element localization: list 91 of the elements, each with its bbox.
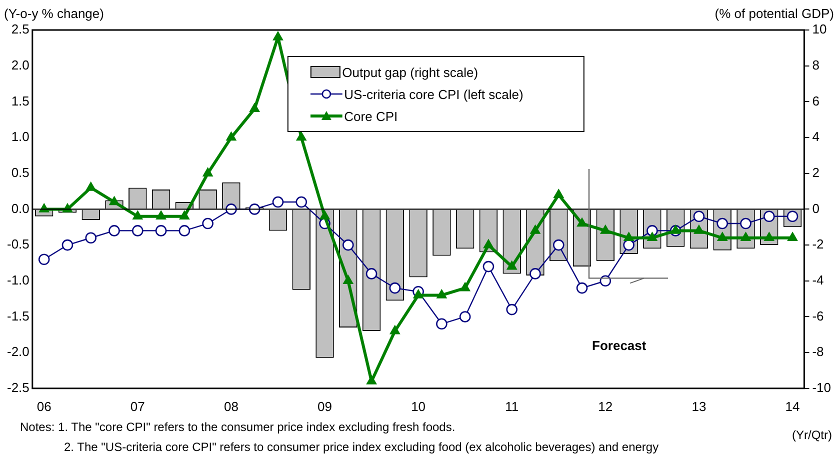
point [272, 32, 283, 40]
point [576, 282, 588, 294]
y-tick-label: -2.0 [6, 344, 30, 360]
point [530, 268, 541, 280]
point [390, 325, 400, 334]
x-axis-title: (Yr/Qtr) [792, 428, 832, 442]
point [202, 168, 213, 177]
point [62, 239, 74, 251]
y2-tick-label: 4 [812, 129, 820, 144]
point [85, 232, 97, 244]
y-axis-title: (Y-o-y % change) [4, 6, 104, 21]
annotation: Forecast [592, 338, 646, 354]
legend-label: Core CPI [344, 108, 398, 124]
point [226, 132, 236, 141]
y2-tick-label: 10 [812, 22, 827, 37]
point [764, 232, 774, 242]
y-tick-label: 0.5 [11, 164, 30, 180]
legend-label: Output gap (right scale) [342, 64, 478, 80]
point [366, 376, 377, 384]
point [483, 239, 494, 248]
point [530, 225, 540, 234]
y2-tick-label: 2 [812, 164, 820, 180]
point [86, 182, 96, 191]
y2-tick-label: -2 [812, 236, 824, 252]
point [482, 260, 494, 272]
text: 2. The "US-criteria core CPI" refers to consumer price index excluding food (ex alcoholic beverages) and energy [64, 440, 659, 454]
x-tick-label: 08 [224, 398, 238, 414]
point [389, 282, 401, 294]
x-tick-label: 13 [692, 398, 706, 414]
point [740, 232, 751, 242]
point [436, 290, 447, 298]
point [155, 225, 167, 236]
y-tick-label: -1.0 [6, 272, 30, 288]
point [38, 254, 50, 266]
point [506, 304, 518, 316]
x-tick-label: 12 [598, 398, 613, 414]
point [296, 196, 308, 208]
point [109, 196, 120, 206]
point [763, 210, 775, 222]
point [132, 210, 143, 220]
point [436, 318, 448, 330]
x-tick-label: 10 [411, 398, 426, 414]
point [413, 290, 424, 298]
y-tick-label: 2.5 [11, 22, 30, 37]
point [296, 132, 306, 141]
point [202, 218, 214, 230]
y2-tick-label: 0 [812, 200, 820, 216]
x-tick-label: 06 [36, 398, 52, 414]
x-tick-label: 07 [130, 398, 145, 414]
point [460, 282, 470, 292]
x-tick-label: 09 [318, 398, 332, 414]
y2-tick-label: 8 [812, 57, 820, 72]
point [366, 268, 378, 280]
point [342, 239, 354, 251]
y-tick-label: 0.0 [11, 200, 30, 216]
y-tick-label: 2.0 [11, 57, 30, 72]
point [179, 210, 190, 220]
point [554, 189, 564, 198]
point [250, 103, 260, 112]
point [156, 210, 166, 220]
point [717, 232, 728, 242]
point [343, 275, 354, 284]
y-tick-label: 1.0 [11, 129, 30, 144]
y2-tick-label: -8 [812, 344, 824, 360]
point [600, 225, 610, 234]
y-tick-label: 1.5 [11, 93, 30, 108]
point [459, 311, 471, 322]
point [272, 196, 284, 208]
y2-tick-label: -4 [812, 272, 824, 288]
point [506, 260, 517, 270]
point [178, 225, 190, 236]
point [693, 210, 705, 222]
point [647, 232, 658, 242]
x-tick-label: 14 [785, 398, 800, 414]
point [577, 218, 588, 227]
y2-tick-label: -6 [812, 308, 824, 324]
y2-tick-label: 6 [812, 93, 820, 108]
x-tick-label: 11 [505, 398, 519, 414]
legend-label: US-criteria core CPI (left scale) [344, 86, 524, 102]
point [552, 239, 564, 251]
y2-tick-label: -10 [812, 380, 832, 395]
point [788, 232, 798, 242]
point [132, 225, 144, 236]
y-tick-label: -1.5 [6, 308, 30, 324]
point [624, 232, 634, 242]
y-tick-label: -2.5 [6, 380, 30, 395]
point [320, 210, 330, 220]
y2-axis-title: (% of potential GDP) [714, 6, 834, 21]
point [108, 225, 120, 236]
y-tick-label: -0.5 [6, 236, 30, 252]
text: Notes: 1. The "core CPI" refers to the consumer price index excluding fresh foods. [20, 420, 456, 434]
